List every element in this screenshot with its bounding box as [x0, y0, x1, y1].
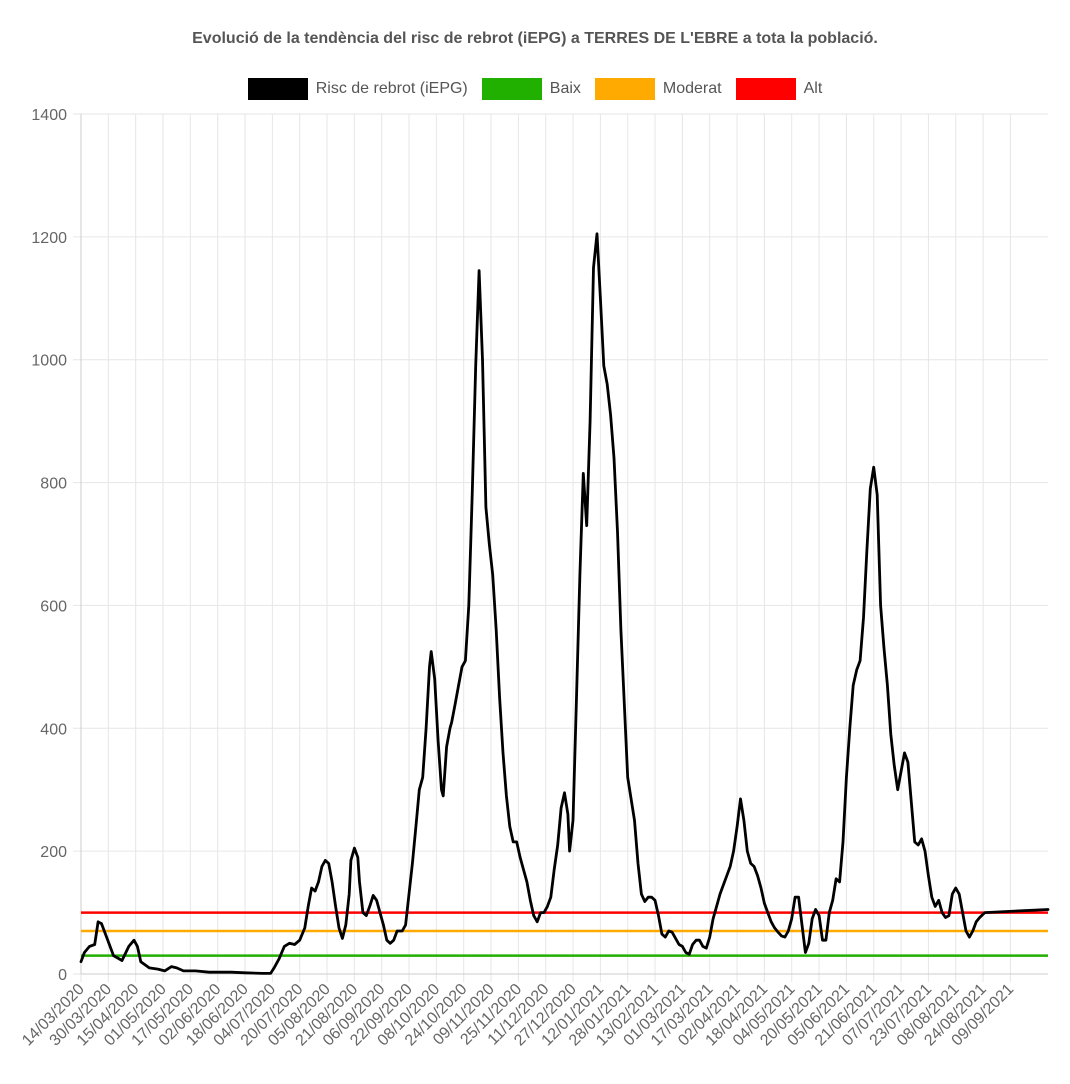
- y-tick-label: 400: [40, 721, 67, 738]
- legend-swatch-moderat: [594, 78, 655, 100]
- y-tick-label: 200: [40, 844, 67, 861]
- legend: Risc de rebrot (iEPG) Baix Moderat Alt: [0, 78, 1070, 100]
- legend-swatch-risc: [247, 78, 308, 100]
- legend-item-moderat[interactable]: Moderat: [594, 78, 722, 100]
- legend-swatch-baix: [481, 78, 542, 100]
- y-tick-label: 800: [40, 476, 67, 493]
- y-tick-label: 1400: [31, 107, 67, 124]
- legend-item-baix[interactable]: Baix: [481, 78, 581, 100]
- y-tick-label: 0: [58, 967, 67, 984]
- y-tick-label: 600: [40, 598, 67, 615]
- y-tick-label: 1000: [31, 353, 67, 370]
- legend-swatch-alt: [735, 78, 796, 100]
- legend-item-alt[interactable]: Alt: [735, 78, 823, 100]
- y-tick-label: 1200: [31, 230, 67, 247]
- series-line-risc-de-rebrot: [79, 232, 1050, 975]
- legend-label-alt: Alt: [803, 80, 823, 97]
- legend-label-moderat: Moderat: [662, 80, 722, 97]
- chart-title: Evolució de la tendència del risc de reb…: [192, 30, 878, 47]
- legend-label-baix: Baix: [549, 80, 581, 97]
- legend-label-risc: Risc de rebrot (iEPG): [315, 80, 468, 97]
- legend-item-risc[interactable]: Risc de rebrot (iEPG): [247, 78, 468, 100]
